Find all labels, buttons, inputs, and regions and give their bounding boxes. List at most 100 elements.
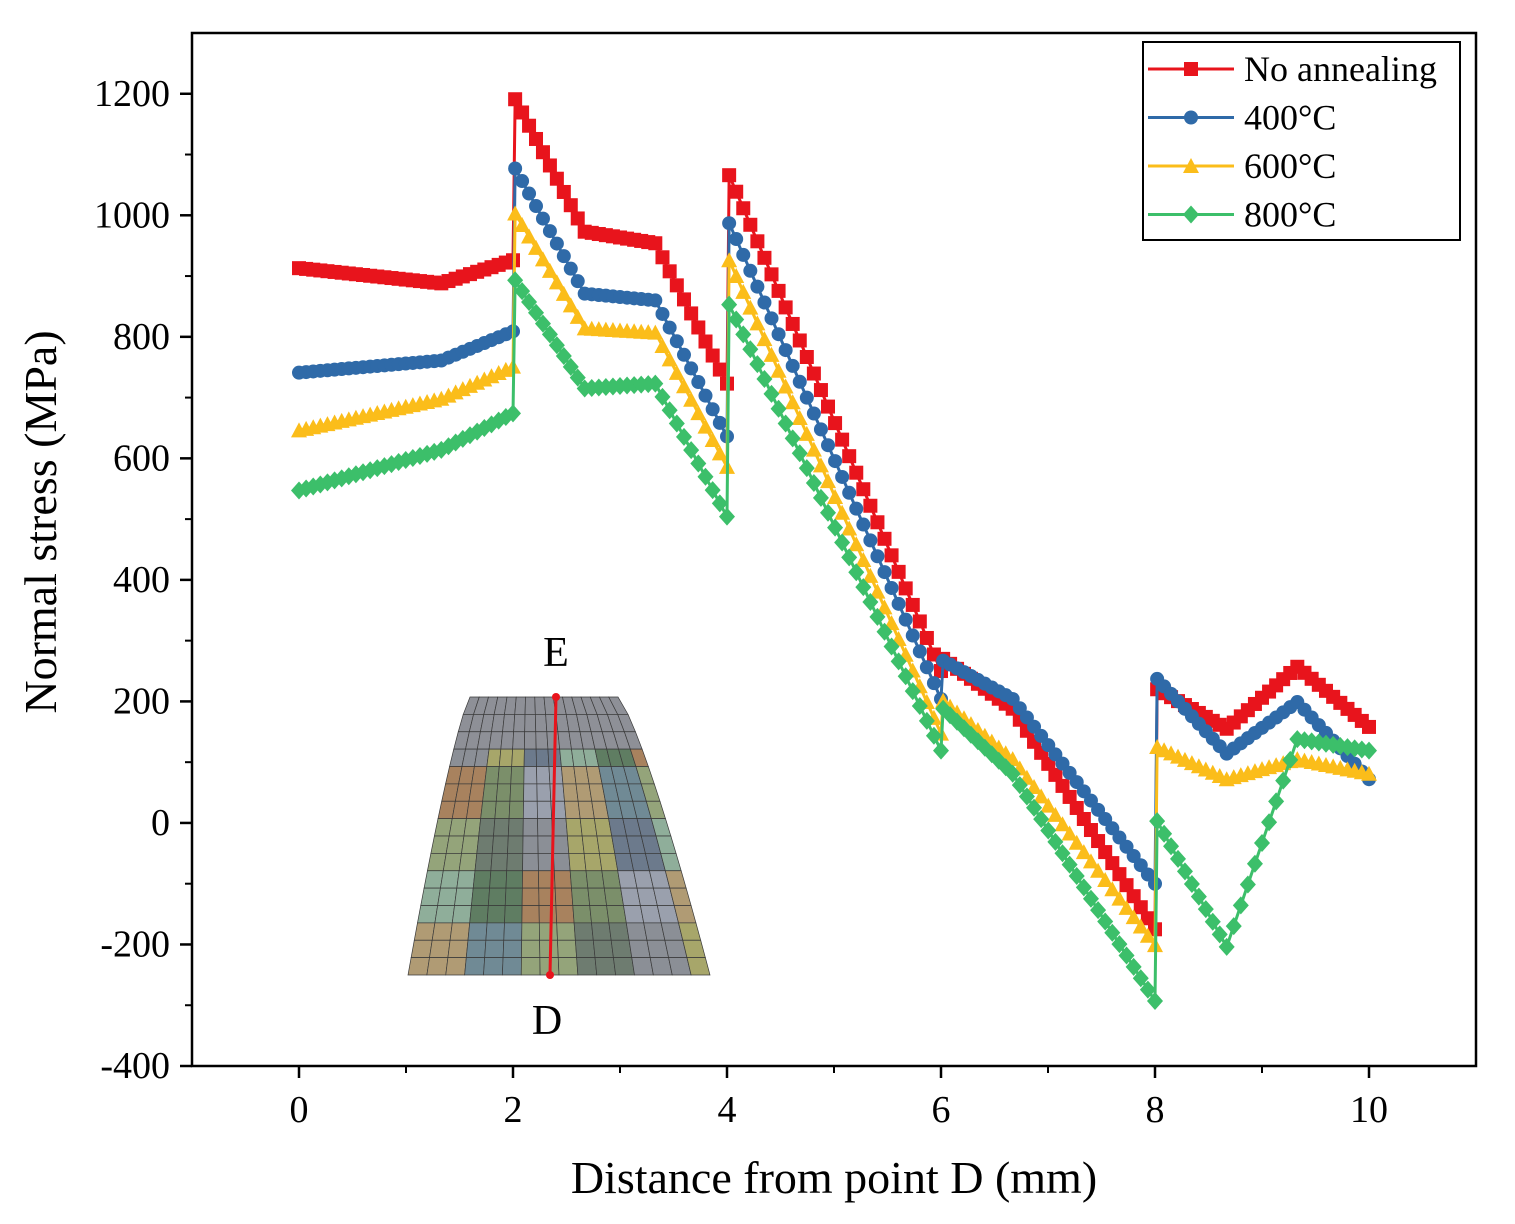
triangle-marker bbox=[1054, 816, 1071, 832]
legend-item: 800°C bbox=[1148, 195, 1336, 235]
square-marker bbox=[542, 158, 557, 173]
triangle-marker bbox=[798, 425, 815, 441]
mesh-cell bbox=[493, 818, 510, 837]
square-marker bbox=[1133, 900, 1148, 915]
circle-marker bbox=[926, 676, 941, 691]
diamond-marker bbox=[675, 427, 692, 446]
path-line-e-d bbox=[548, 696, 558, 976]
mesh-cell bbox=[434, 905, 455, 924]
mesh-cell bbox=[524, 731, 537, 750]
diamond-marker bbox=[933, 741, 949, 760]
triangle-marker bbox=[541, 262, 558, 278]
square-marker bbox=[1069, 800, 1084, 815]
triangle-marker bbox=[777, 378, 794, 394]
mesh-cell bbox=[483, 957, 504, 976]
square-marker bbox=[877, 531, 892, 546]
triangle-marker bbox=[721, 252, 738, 268]
triangle-marker bbox=[1068, 834, 1085, 850]
mesh-cell bbox=[488, 731, 503, 750]
square-marker bbox=[669, 278, 684, 293]
mesh-cell bbox=[513, 714, 526, 733]
mesh-cell bbox=[556, 922, 576, 941]
mesh-cell bbox=[553, 853, 571, 872]
mesh-cell bbox=[589, 905, 610, 924]
square-marker bbox=[799, 349, 814, 364]
square-marker bbox=[648, 236, 663, 251]
y-axis-title: Normal stress (MPa) bbox=[15, 330, 66, 713]
mesh-cell bbox=[524, 696, 536, 715]
triangle-marker bbox=[1040, 797, 1057, 813]
circle-marker bbox=[870, 549, 885, 564]
circle-marker bbox=[743, 263, 758, 278]
square-marker bbox=[508, 92, 523, 107]
mesh-cell bbox=[486, 905, 506, 924]
square-marker bbox=[698, 334, 713, 349]
diamond-marker bbox=[1149, 812, 1166, 831]
mesh-cell bbox=[509, 783, 525, 802]
diamond-marker bbox=[820, 503, 837, 522]
circle-marker bbox=[705, 402, 720, 417]
diamond-marker bbox=[1011, 776, 1028, 795]
mesh-cell bbox=[521, 870, 540, 889]
mesh-cell bbox=[608, 922, 630, 941]
circle-marker bbox=[799, 390, 814, 405]
diamond-marker bbox=[1218, 937, 1235, 956]
diamond-marker bbox=[805, 474, 822, 493]
triangle-marker bbox=[820, 473, 837, 489]
diamond-marker bbox=[925, 726, 942, 745]
triangle-marker bbox=[848, 536, 865, 552]
diamond-marker bbox=[918, 711, 935, 730]
mesh-cell bbox=[417, 905, 439, 924]
square-marker bbox=[705, 348, 720, 363]
mesh-cell bbox=[555, 905, 575, 924]
mesh-cell bbox=[534, 714, 548, 733]
mesh-cell bbox=[494, 800, 511, 819]
square-marker bbox=[898, 581, 913, 596]
diamond-marker bbox=[1061, 855, 1078, 874]
triangle-marker bbox=[1111, 890, 1128, 906]
square-marker bbox=[729, 184, 744, 199]
square-marker bbox=[813, 383, 828, 398]
mesh-cell bbox=[468, 783, 486, 802]
mesh-cell bbox=[423, 870, 444, 889]
mesh-cell bbox=[522, 818, 539, 837]
mesh-cell bbox=[536, 800, 553, 819]
x-tick-label: 0 bbox=[290, 1089, 309, 1131]
diamond-marker bbox=[1125, 957, 1142, 976]
diamond-marker bbox=[704, 481, 721, 500]
square-marker bbox=[722, 168, 737, 183]
mesh-cell bbox=[521, 887, 540, 906]
mesh-cell bbox=[502, 939, 523, 958]
mesh-cell bbox=[464, 957, 486, 976]
circle-marker bbox=[757, 295, 772, 310]
circle-marker bbox=[515, 174, 530, 189]
inset-label-e: E bbox=[543, 630, 569, 676]
legend-item: 400°C bbox=[1148, 98, 1336, 138]
circle-marker bbox=[856, 517, 871, 532]
triangle-marker bbox=[791, 410, 808, 426]
square-marker bbox=[835, 432, 850, 447]
circle-marker bbox=[877, 565, 892, 580]
diamond-marker bbox=[654, 387, 671, 406]
mesh-cell bbox=[487, 887, 507, 906]
mesh-cell bbox=[606, 905, 627, 924]
triangle-marker bbox=[1104, 881, 1121, 897]
diamond-marker bbox=[1033, 810, 1050, 829]
mesh-cell bbox=[511, 748, 525, 767]
triangle-marker bbox=[756, 331, 773, 347]
mesh-cell bbox=[413, 922, 436, 941]
square-marker bbox=[919, 630, 934, 645]
square-marker bbox=[905, 597, 920, 612]
diamond-marker bbox=[690, 454, 707, 473]
triangle-marker bbox=[805, 441, 822, 457]
mesh-cell bbox=[569, 870, 589, 889]
mesh-cell bbox=[451, 905, 472, 924]
legend-label: No annealing bbox=[1244, 49, 1437, 89]
triangle-marker bbox=[697, 418, 714, 434]
circle-marker bbox=[842, 485, 857, 500]
triangle-marker bbox=[1090, 862, 1107, 878]
diamond-marker bbox=[1156, 824, 1173, 843]
inset-mesh-diagram bbox=[407, 693, 711, 979]
diamond-marker bbox=[1268, 792, 1285, 811]
